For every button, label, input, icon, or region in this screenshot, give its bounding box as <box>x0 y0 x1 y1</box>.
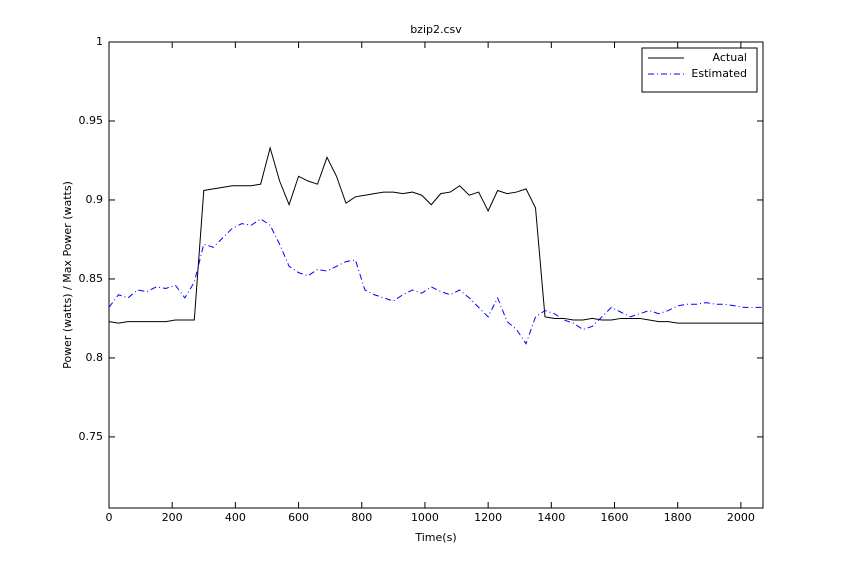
x-tick-label: 1600 <box>601 511 629 524</box>
x-tick-label: 600 <box>288 511 309 524</box>
legend-label: Actual <box>713 51 747 64</box>
x-tick-label: 400 <box>225 511 246 524</box>
x-tick-label: 2000 <box>727 511 755 524</box>
legend-box <box>641 47 758 93</box>
x-tick-label: 0 <box>106 511 113 524</box>
x-tick-label: 1400 <box>537 511 565 524</box>
chart-title: bzip2.csv <box>410 23 462 36</box>
x-axis-label: Time(s) <box>414 531 456 544</box>
y-tick-label: 0.9 <box>86 193 104 206</box>
x-tick-label: 200 <box>162 511 183 524</box>
series-line <box>108 218 763 345</box>
y-tick-label: 1 <box>96 35 103 48</box>
series-line <box>108 145 763 324</box>
x-tick-label: 1000 <box>411 511 439 524</box>
x-tick-label: 1800 <box>664 511 692 524</box>
legend: Actual Estimated <box>641 47 758 93</box>
plot-area <box>108 41 764 509</box>
y-tick-label: 0.75 <box>79 430 104 443</box>
x-tick-label: 1200 <box>474 511 502 524</box>
y-tick-label: 0.8 <box>86 351 104 364</box>
legend-label: Estimated <box>691 67 747 80</box>
y-tick-label: 0.85 <box>79 272 104 285</box>
x-tick-label: 800 <box>351 511 372 524</box>
y-axis-label: Power (watts) / Max Power (watts) <box>61 181 74 369</box>
y-tick-label: 0.95 <box>79 114 104 127</box>
